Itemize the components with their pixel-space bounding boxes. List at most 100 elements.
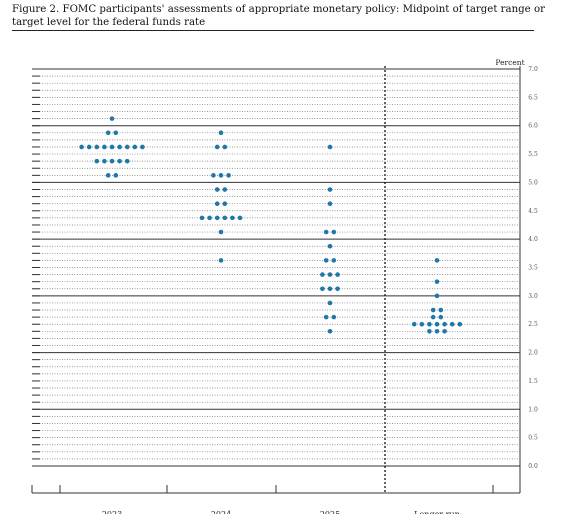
y-tick-label: 5.5 [528, 151, 538, 158]
dot [419, 321, 425, 327]
dot [442, 321, 447, 327]
dot [113, 130, 119, 136]
y-tick-label: 2.5 [528, 321, 538, 328]
dot-series [79, 116, 463, 334]
y-tick-label: 7.0 [528, 66, 538, 73]
y-tick-label: 4.5 [528, 208, 538, 215]
y-tick-label: 6.5 [528, 94, 538, 101]
y-tick-label: 0.0 [528, 463, 538, 470]
dot [430, 314, 436, 320]
dot [327, 329, 333, 334]
dot [427, 329, 432, 334]
dot [427, 321, 432, 327]
dot [327, 272, 333, 277]
dot [327, 243, 333, 249]
dot [230, 215, 235, 221]
caption-rule [12, 30, 534, 31]
dot [117, 158, 122, 164]
dot [327, 286, 333, 292]
category-label: 2025 [320, 510, 340, 514]
dot [105, 173, 111, 178]
category-label: Longer run [414, 510, 460, 514]
chart-frame [31, 66, 521, 494]
dot [140, 144, 145, 150]
dot [79, 144, 84, 150]
dot [434, 293, 440, 299]
dot [86, 144, 92, 150]
dot [124, 158, 130, 164]
dot [237, 215, 243, 221]
dot [207, 215, 212, 221]
dot [94, 144, 100, 150]
dot [320, 272, 325, 277]
dot [94, 158, 100, 164]
dot [323, 314, 329, 320]
dot [218, 173, 224, 178]
y-tick-label: 1.0 [528, 406, 538, 413]
dot [327, 187, 333, 192]
dot [105, 130, 111, 136]
dot [434, 321, 440, 327]
category-label: 2024 [211, 510, 231, 514]
y-tick-label: 0.5 [528, 435, 538, 442]
unit-label: Percent [495, 58, 524, 67]
dot [434, 329, 440, 334]
category-label: 2023 [102, 510, 122, 514]
dot [211, 173, 216, 178]
y-tick-label: 4.0 [528, 236, 538, 243]
dot [218, 258, 224, 263]
grid-lines [32, 68, 520, 467]
dot [323, 258, 329, 263]
dot [331, 258, 337, 263]
y-tick-label: 5.0 [528, 179, 538, 186]
dot [457, 321, 463, 327]
dot [226, 173, 231, 178]
y-tick-labels: 7.0 6.5 6.0 5.5 5.0 4.5 4.0 3.5 3.0 2.5 2.0 1.5 1.0 0… [528, 66, 538, 470]
dot [214, 215, 220, 221]
dot [438, 314, 444, 320]
dot [218, 229, 224, 235]
dot [331, 229, 337, 235]
dot [214, 144, 220, 150]
dot [323, 229, 329, 235]
dot [124, 144, 130, 150]
dot [102, 158, 107, 164]
dot [442, 329, 447, 334]
dot [222, 201, 228, 206]
y-tick-label: 1.5 [528, 378, 538, 385]
dot [109, 158, 115, 164]
dot [214, 201, 220, 206]
dot [411, 321, 417, 327]
dot [222, 144, 228, 150]
y-tick-label: 3.0 [528, 293, 538, 300]
dot [109, 144, 115, 150]
dot [331, 314, 337, 320]
figure-caption: Figure 2. FOMC participants' assessments… [12, 4, 545, 28]
dot [218, 130, 224, 136]
y-tick-label: 3.5 [528, 265, 538, 272]
dot [113, 173, 119, 178]
dot [449, 321, 455, 327]
category-labels: 2023 2024 2025 Longer run [102, 510, 460, 514]
dot [222, 215, 228, 221]
dot [132, 144, 138, 150]
dot [335, 286, 340, 292]
dot [430, 307, 436, 313]
dot [117, 144, 122, 150]
dot [327, 201, 333, 206]
dot [434, 258, 440, 263]
dot [214, 187, 220, 192]
dot [327, 144, 333, 150]
dot [335, 272, 340, 277]
y-tick-label: 2.0 [528, 350, 538, 357]
dot [320, 286, 325, 292]
dot [222, 187, 228, 192]
dot [102, 144, 107, 150]
dot [327, 300, 333, 306]
dot [199, 215, 205, 221]
dot [434, 279, 440, 284]
dot [109, 116, 115, 121]
y-tick-label: 6.0 [528, 123, 538, 130]
dot [438, 307, 444, 313]
